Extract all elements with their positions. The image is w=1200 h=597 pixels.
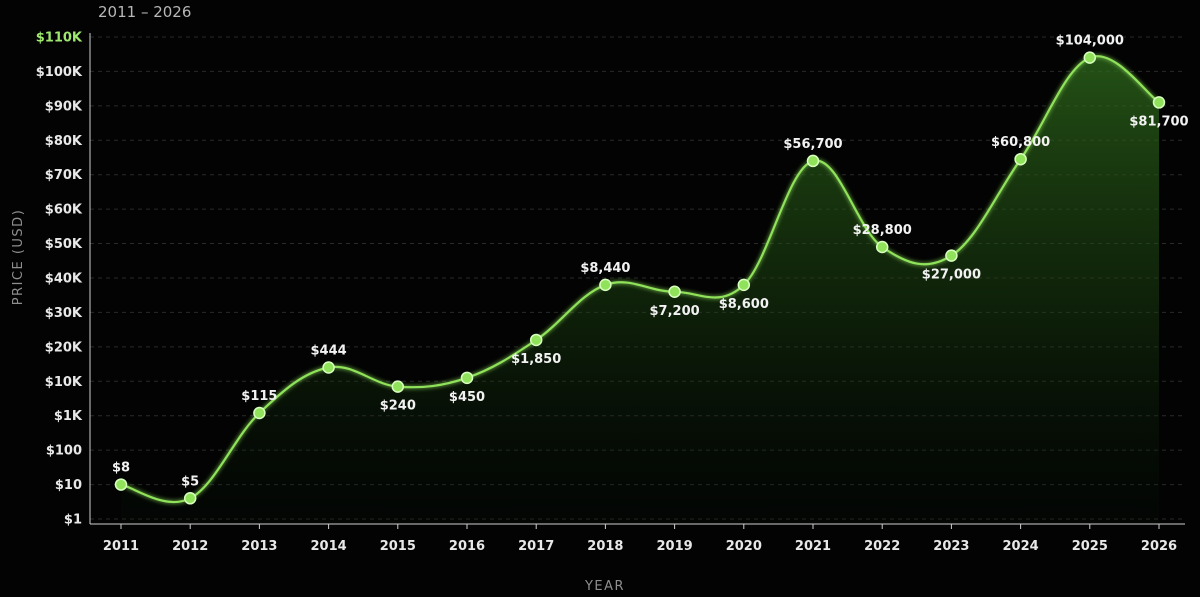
x-tick-label: 2019 xyxy=(657,539,693,554)
x-tick-label: 2012 xyxy=(172,539,208,554)
data-point xyxy=(668,285,681,299)
x-tick-label: 2014 xyxy=(311,539,347,554)
y-axis-title: PRICE (USD) xyxy=(11,209,26,306)
x-tick-label: 2018 xyxy=(587,539,623,554)
data-point xyxy=(114,478,128,491)
data-point xyxy=(945,249,958,262)
y-tick-label: $50K xyxy=(45,237,83,252)
x-tick-label: 2022 xyxy=(864,539,900,554)
data-point xyxy=(1083,51,1097,64)
x-tick-label: 2023 xyxy=(933,539,969,554)
data-label: $1,850 xyxy=(511,352,561,367)
data-point xyxy=(1152,96,1166,109)
data-point xyxy=(253,406,266,420)
data-label: $60,800 xyxy=(991,135,1050,150)
x-axis-ticks: 2011 2012 2013 2014 2015 2016 2017 2018 2019 2020… xyxy=(103,524,1177,554)
x-tick-label: 2025 xyxy=(1072,539,1108,554)
data-label: $104,000 xyxy=(1056,34,1124,49)
data-point xyxy=(391,380,405,393)
data-label: $7,200 xyxy=(650,304,700,319)
data-label: $444 xyxy=(311,344,347,359)
y-tick-label: $100 xyxy=(46,444,82,459)
data-label: $450 xyxy=(449,390,485,405)
y-tick-label: $40K xyxy=(45,271,83,286)
x-axis-title: YEAR xyxy=(584,579,625,594)
y-axis-ticks: $1 $10 $100 $1K $10K $20K $30K $40K $50K $60K $70K… xyxy=(36,30,83,527)
y-tick-label: $1 xyxy=(64,513,82,528)
y-tick-label: $1K xyxy=(54,409,83,424)
y-tick-label: $10 xyxy=(55,478,82,493)
data-point xyxy=(599,278,612,292)
x-tick-label: 2021 xyxy=(795,539,831,554)
data-point xyxy=(1014,152,1027,166)
data-point xyxy=(737,278,751,292)
price-area xyxy=(121,56,1159,524)
x-tick-label: 2017 xyxy=(518,539,554,554)
x-tick-label: 2013 xyxy=(241,539,277,554)
x-tick-label: 2020 xyxy=(726,539,762,554)
data-labels: $8 $5 $115 $444 $240 $450 $1,850 $8,440 $7,200 $8… xyxy=(112,34,1189,490)
data-label: $28,800 xyxy=(853,223,912,238)
axes xyxy=(89,33,1185,525)
x-tick-label: 2015 xyxy=(380,539,416,554)
x-tick-label: 2026 xyxy=(1141,539,1177,554)
data-label: $8 xyxy=(112,461,130,476)
data-label: $115 xyxy=(241,389,277,404)
data-points xyxy=(114,51,1166,505)
data-point xyxy=(460,371,474,385)
y-tick-label: $30K xyxy=(45,306,83,321)
data-label: $27,000 xyxy=(922,268,981,283)
data-label: $8,440 xyxy=(580,261,630,276)
x-tick-label: 2024 xyxy=(1003,539,1039,554)
x-tick-label: 2016 xyxy=(449,539,485,554)
data-point xyxy=(322,361,335,374)
x-tick-label: 2011 xyxy=(103,539,139,554)
y-tick-label: $90K xyxy=(45,99,83,114)
data-label: $240 xyxy=(380,399,416,414)
data-point xyxy=(875,240,889,254)
y-tick-label: $100K xyxy=(36,65,83,80)
y-tick-label: $110K xyxy=(36,30,83,45)
y-tick-label: $20K xyxy=(45,340,83,355)
data-label: $81,700 xyxy=(1129,114,1188,129)
data-point xyxy=(529,333,543,347)
data-point xyxy=(806,154,820,168)
y-tick-label: $80K xyxy=(45,134,83,149)
y-tick-label: $60K xyxy=(45,203,83,218)
data-label: $5 xyxy=(181,474,199,489)
data-point xyxy=(183,492,197,505)
chart-subtitle: 2011 – 2026 xyxy=(98,3,191,21)
data-label: $8,600 xyxy=(719,297,769,312)
y-tick-label: $10K xyxy=(45,375,83,390)
y-tick-label: $70K xyxy=(45,168,83,183)
data-label: $56,700 xyxy=(783,137,842,152)
